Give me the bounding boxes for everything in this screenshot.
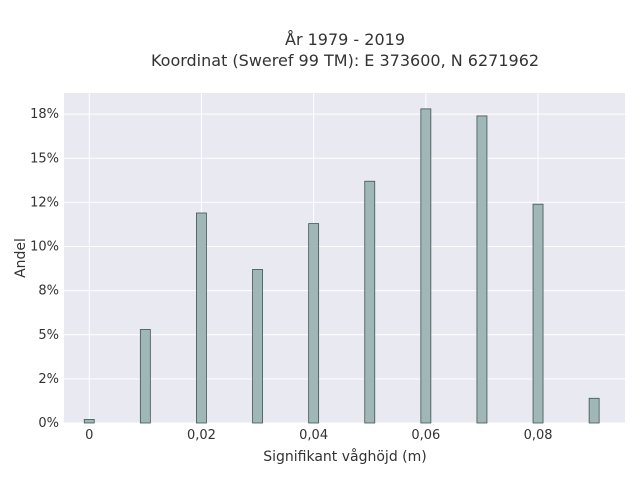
chart-title-line-1: År 1979 - 2019 [285, 30, 405, 49]
plot-area [64, 93, 625, 423]
y-tick-label: 18% [30, 107, 59, 122]
x-tick-label: 0,06 [411, 428, 440, 443]
y-tick-label: 15% [30, 151, 59, 166]
bars [83, 108, 600, 424]
bar [139, 329, 151, 424]
x-axis-ticks: 0 0,02 0,04 0,06 0,08 [85, 428, 552, 443]
bar [588, 397, 600, 424]
y-axis-ticks: 0% 2% 5% 8% 10% 12% 15% 18% [30, 107, 59, 431]
x-axis-label: Signifikant våghöjd (m) [263, 448, 426, 465]
y-tick-label: 0% [38, 416, 59, 431]
y-axis-label: Andel [13, 238, 29, 278]
x-tick-label: 0,08 [524, 428, 553, 443]
x-tick-label: 0,04 [299, 428, 328, 443]
bar [196, 212, 207, 424]
bar [476, 115, 488, 424]
y-tick-label: 8% [38, 284, 59, 299]
bar [532, 203, 544, 424]
bar [364, 180, 376, 424]
chart-title-line-2: Koordinat (Sweref 99 TM): E 373600, N 62… [151, 51, 539, 70]
bar [308, 223, 320, 424]
bar [83, 419, 95, 424]
bar [420, 108, 432, 424]
y-tick-label: 5% [38, 328, 59, 343]
y-tick-label: 12% [30, 195, 59, 210]
x-tick-label: 0,02 [187, 428, 216, 443]
bar [252, 269, 263, 424]
y-tick-label: 10% [30, 240, 59, 255]
y-tick-label: 2% [38, 372, 59, 387]
x-tick-label: 0 [85, 428, 93, 443]
